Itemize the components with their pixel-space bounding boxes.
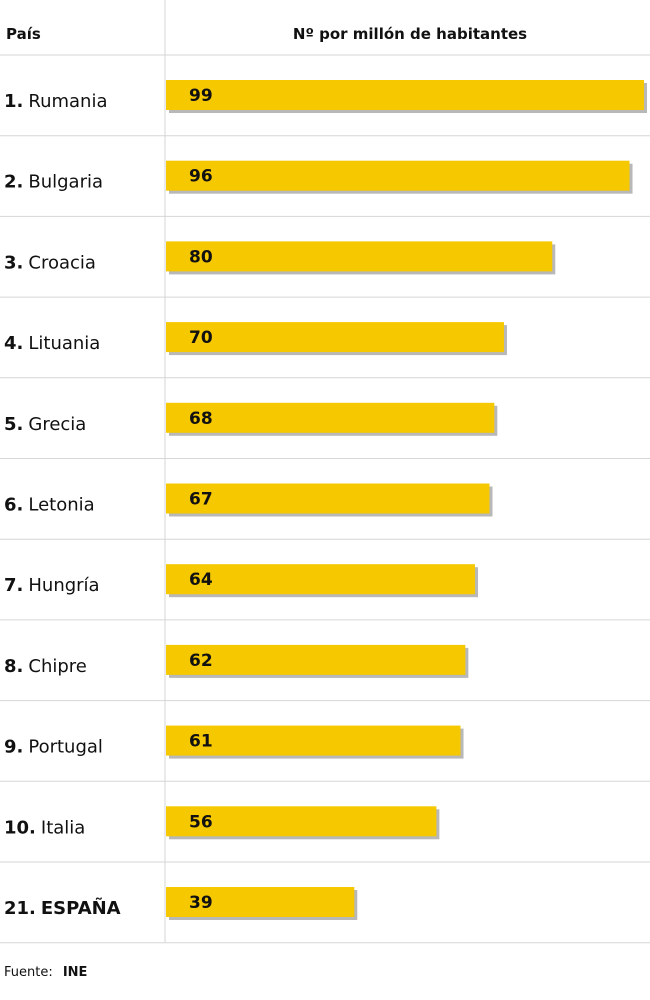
source-prefix: Fuente: [4,965,53,980]
row-rank: 6. [4,495,23,516]
bar-value-label: 61 [189,732,213,752]
row-rank: 10. [4,817,36,838]
bar-value-label: 62 [189,651,213,671]
value-bar [166,160,630,191]
value-bar [166,322,504,353]
row-country-name: Lituania [28,333,100,354]
bar-value-label: 68 [189,409,213,429]
row-rank: 8. [4,656,23,677]
row-country-label: 9. Portugal [4,737,103,758]
value-bar [166,80,644,110]
row-country-label: 6. Letonia [4,495,95,516]
row-rank: 7. [4,575,23,596]
row-country-name: Croacia [28,252,96,273]
row-country-name: Chipre [28,656,86,677]
row-country-label: 5. Grecia [4,414,86,435]
table-row: 9. Portugal 61 [4,725,464,759]
value-bar [166,644,466,675]
row-rank: 1. [4,91,23,112]
table-dividers [0,0,650,944]
table-row: 7. Hungría 64 [4,564,479,598]
value-bar [166,241,553,272]
table-row: 3. Croacia 80 [4,241,556,275]
value-bar [166,402,495,433]
country-column-header: País [6,25,41,43]
row-country-name: ESPAÑA [41,896,121,919]
row-country-label: 1. Rumania [4,91,108,112]
row-country-name: Italia [41,817,85,838]
row-country-name: Rumania [28,91,107,112]
value-bar [166,725,461,756]
bar-value-label: 64 [189,570,213,590]
row-rank: 5. [4,414,23,435]
bar-value-label: 70 [189,328,213,348]
row-country-label: 2. Bulgaria [4,172,103,193]
bar-value-label: 67 [189,490,213,510]
row-country-label: 8. Chipre [4,656,87,677]
value-bar [166,806,437,837]
row-rank: 2. [4,172,23,193]
value-bar [166,887,355,917]
row-country-label: 4. Lituania [4,333,100,354]
row-country-name: Hungría [28,575,99,596]
row-rank: 3. [4,252,23,273]
bar-value-label: 96 [189,167,213,187]
row-country-label: 7. Hungría [4,575,100,596]
source-footer: Fuente: INE [4,961,87,980]
value-column-header: Nº por millón de habitantes [293,25,527,43]
row-country-name: Portugal [28,737,103,758]
row-country-name: Grecia [28,414,86,435]
table-row: 8. Chipre 62 [4,644,469,678]
value-bar [166,564,476,595]
row-country-name: Bulgaria [28,172,103,193]
source-name: INE [63,965,88,980]
chart-rows: 1. Rumania 99 2. Bulgaria 96 3. Croacia 80 4. Litu… [4,80,647,920]
table-row: 21. ESPAÑA 39 [4,887,358,920]
table-row: 1. Rumania 99 [4,80,647,113]
row-country-label: 3. Croacia [4,252,96,273]
row-country-label: 21. ESPAÑA [4,896,121,919]
table-row: 2. Bulgaria 96 [4,160,633,194]
table-row: 4. Lituania 70 [4,322,507,356]
bar-value-label: 39 [189,893,213,913]
row-rank: 21. [4,898,36,919]
row-rank: 9. [4,737,23,758]
bar-value-label: 80 [189,247,213,267]
value-bar [166,483,490,514]
row-country-label: 10. Italia [4,817,85,838]
bar-value-label: 56 [189,812,213,832]
row-rank: 4. [4,333,23,354]
table-row: 10. Italia 56 [4,806,440,840]
table-row: 6. Letonia 67 [4,483,493,517]
row-country-name: Letonia [28,495,94,516]
bar-value-label: 99 [189,86,213,106]
table-row: 5. Grecia 68 [4,402,498,436]
